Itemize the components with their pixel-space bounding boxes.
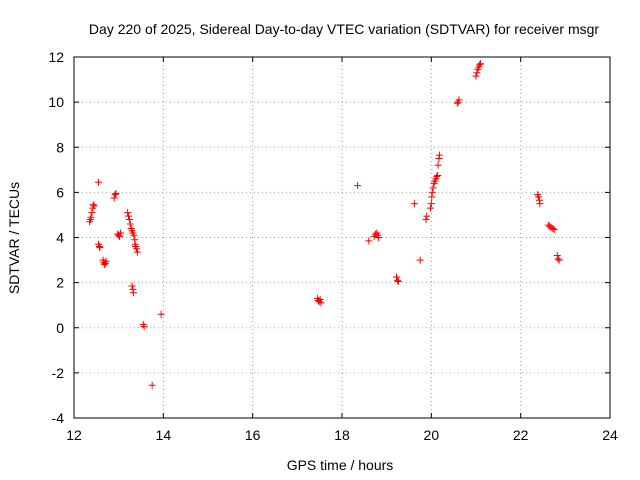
data-point (553, 252, 561, 260)
data-point (427, 200, 435, 208)
data-point (110, 194, 118, 202)
data-point (416, 256, 424, 264)
data-point (555, 256, 563, 264)
data-point (393, 276, 401, 284)
x-tick-label: 14 (156, 427, 172, 443)
data-point (316, 296, 324, 304)
data-point (455, 96, 463, 104)
data-point (128, 282, 136, 290)
data-point (130, 231, 138, 239)
data-point (435, 151, 443, 159)
data-point (129, 289, 137, 297)
x-tick-label: 18 (334, 427, 350, 443)
x-tick-label: 12 (66, 427, 82, 443)
data-point (157, 310, 165, 318)
data-point (148, 381, 156, 389)
data-point (476, 61, 484, 69)
data-point (434, 161, 442, 169)
chart-title: Day 220 of 2025, Sidereal Day-to-day VTE… (89, 21, 599, 37)
data-point (317, 299, 325, 307)
data-point (434, 171, 442, 179)
y-tick-label: 12 (48, 49, 64, 65)
data-point (95, 178, 103, 186)
data-point (476, 60, 484, 68)
y-tick-label: 0 (56, 320, 64, 336)
x-tick-label: 22 (513, 427, 529, 443)
data-point (536, 200, 544, 208)
y-axis-label: SDTVAR / TECUs (6, 182, 22, 294)
y-tick-label: 4 (56, 230, 64, 246)
data-point (100, 261, 108, 269)
y-tick-label: 10 (48, 94, 64, 110)
data-point (90, 202, 98, 210)
data-point (124, 209, 132, 217)
data-point (433, 173, 441, 181)
x-tick-label: 16 (245, 427, 261, 443)
data-point (102, 257, 110, 265)
data-point (111, 191, 119, 199)
data-point (392, 273, 400, 281)
data-point (112, 190, 120, 198)
data-point (394, 277, 402, 285)
data-point (96, 244, 104, 252)
data-point (140, 323, 148, 331)
data-point (116, 229, 124, 237)
data-point (549, 224, 557, 232)
data-point (423, 212, 431, 220)
y-tick-label: -4 (52, 410, 65, 426)
y-tick-label: -2 (52, 365, 65, 381)
y-tick-label: 6 (56, 184, 64, 200)
y-tick-label: 8 (56, 139, 64, 155)
data-point (472, 72, 480, 80)
data-point (126, 220, 134, 228)
gridlines (74, 57, 610, 418)
data-point (550, 226, 558, 234)
y-tick-label: 2 (56, 275, 64, 291)
data-point (124, 212, 132, 220)
x-tick-label: 24 (602, 427, 618, 443)
data-point (429, 184, 437, 192)
data-point (453, 99, 461, 107)
data-point (88, 209, 96, 217)
data-point (125, 215, 133, 223)
data-point (428, 188, 436, 196)
data-series (86, 60, 563, 389)
data-point (116, 232, 124, 240)
x-tick-label: 20 (424, 427, 440, 443)
data-point (422, 215, 430, 223)
data-point (133, 248, 141, 256)
data-point (535, 193, 543, 201)
data-point (87, 213, 95, 221)
x-axis-label: GPS time / hours (287, 457, 394, 473)
data-point (89, 201, 97, 209)
data-point (473, 69, 481, 77)
data-point (365, 237, 373, 245)
data-point (554, 255, 562, 263)
data-point (375, 234, 383, 241)
data-point (426, 204, 434, 212)
data-point (354, 182, 362, 190)
data-point (410, 200, 418, 208)
data-point (133, 245, 141, 253)
